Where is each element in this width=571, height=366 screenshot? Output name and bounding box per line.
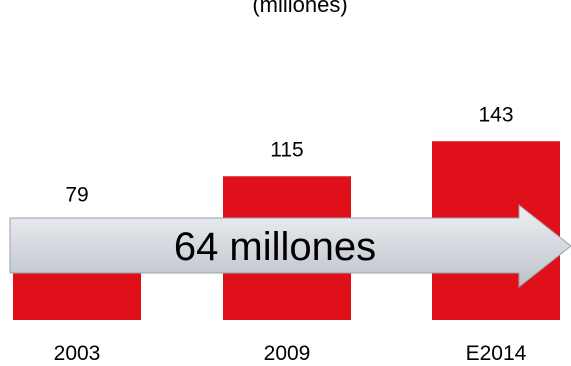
value-label-2003: 79	[65, 183, 88, 206]
chart-subtitle: (millones)	[252, 0, 347, 17]
category-labels: 2003 2009 E2014	[54, 342, 527, 365]
arrow-label: 64 millones	[174, 225, 376, 269]
category-label-E2014: E2014	[466, 342, 527, 365]
value-labels: 79 115 143	[65, 103, 513, 206]
category-label-2009: 2009	[264, 342, 311, 365]
category-label-2003: 2003	[54, 342, 101, 365]
value-label-2009: 115	[270, 138, 303, 161]
arrow-shape	[9, 203, 571, 289]
growth-arrow: 64 millones	[9, 203, 571, 289]
value-label-E2014: 143	[478, 103, 513, 126]
